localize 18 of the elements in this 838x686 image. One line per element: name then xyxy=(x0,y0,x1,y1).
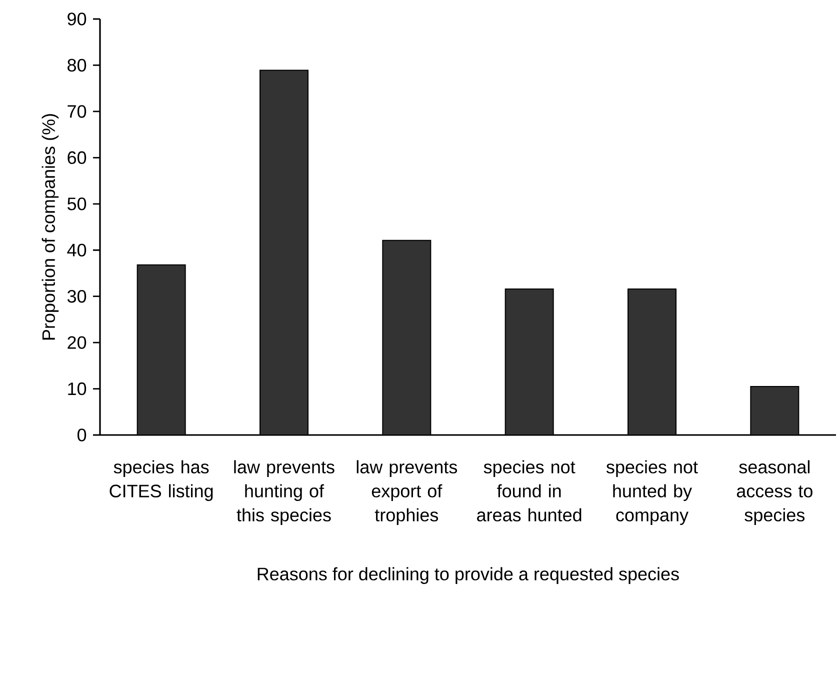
x-tick-label: species not found in areas hunted xyxy=(477,460,582,522)
y-tick-label: 30 xyxy=(67,290,86,303)
y-tick-label: 60 xyxy=(68,151,86,164)
x-tick-label: law prevents export of trophies xyxy=(356,460,458,525)
y-tick-label: 80 xyxy=(68,58,86,72)
y-tick-label: 10 xyxy=(68,382,86,396)
y-tick-label: 40 xyxy=(67,244,86,256)
y-tick-label: 90 xyxy=(68,12,86,26)
x-axis-title: Reasons for declining to provide a requested species xyxy=(258,567,679,584)
x-tick-label: seasonal access to species xyxy=(736,460,812,525)
y-tick-label: 70 xyxy=(68,105,86,118)
x-tick-label: species not hunted by company xyxy=(606,460,698,525)
x-tick-label: law prevents hunting of this species xyxy=(234,460,334,525)
y-axis-title: Proportion of companies (%) xyxy=(42,114,59,340)
y-tick-label: 50 xyxy=(68,198,86,210)
x-tick-label: species has CITES listing xyxy=(110,460,213,501)
y-tick-label: 20 xyxy=(68,336,86,349)
y-tick-label: 0 xyxy=(77,428,86,442)
